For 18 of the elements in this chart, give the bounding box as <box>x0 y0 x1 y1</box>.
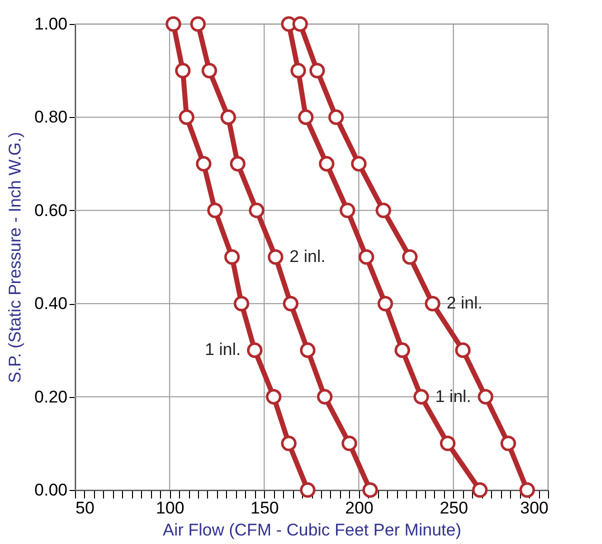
series-label: 1 inl. <box>204 340 241 360</box>
x-tick-label: 100 <box>156 498 184 518</box>
x-axis-title: Air Flow (CFM - Cubic Feet Per Minute) <box>162 520 462 540</box>
x-tick-label: 300 <box>520 498 548 518</box>
y-axis-title: S.P. (Static Pressure - Inch W.G.) <box>5 132 24 383</box>
series-label: 2 inl. <box>446 294 483 313</box>
y-tick-label: 1.00 <box>34 14 68 34</box>
y-tick-label: 0.00 <box>34 480 68 500</box>
y-tick-label: 0.60 <box>34 200 68 220</box>
y-tick-label: 0.80 <box>34 108 68 127</box>
y-tick-label: 0.20 <box>34 387 68 406</box>
x-tick-label: 200 <box>345 498 374 518</box>
series-label: 2 inl. <box>290 247 326 266</box>
x-tick-label: 150 <box>250 498 279 518</box>
x-tick-label: 250 <box>440 498 468 518</box>
x-tick-label: 50 <box>76 498 94 518</box>
series-label: 1 inl. <box>435 386 472 406</box>
y-tick-label: 0.40 <box>34 294 68 314</box>
